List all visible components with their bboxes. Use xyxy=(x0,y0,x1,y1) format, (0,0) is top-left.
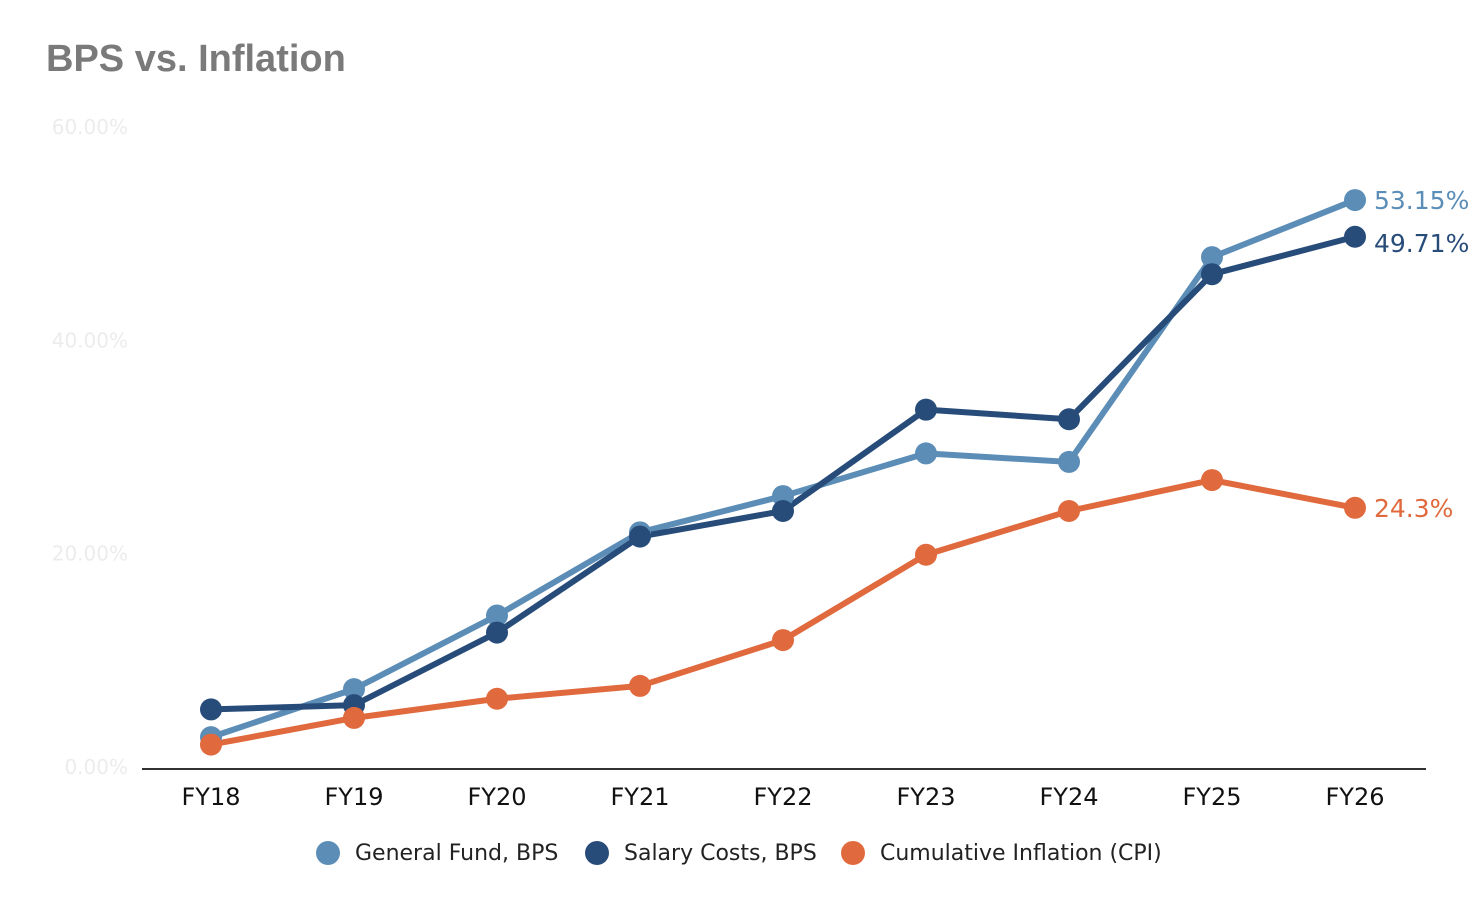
data-point xyxy=(772,500,794,522)
data-point xyxy=(915,442,937,465)
x-tick-label: FY22 xyxy=(753,783,812,811)
data-point xyxy=(915,398,937,421)
series-end-label: 24.3% xyxy=(1374,494,1453,523)
series-line xyxy=(208,197,1358,741)
data-point xyxy=(1058,500,1080,522)
data-point xyxy=(1201,263,1223,286)
series-end-label: 53.15% xyxy=(1374,186,1469,215)
legend-marker xyxy=(841,841,865,865)
legend-marker xyxy=(585,841,609,865)
legend-label: Cumulative Inflation (CPI) xyxy=(880,841,1162,866)
legend-label: Salary Costs, BPS xyxy=(624,841,817,866)
series-points xyxy=(200,189,1366,756)
data-point xyxy=(486,687,508,710)
series-end-label: 49.71% xyxy=(1374,229,1469,258)
y-tick-label: 60.00% xyxy=(52,115,128,139)
data-point xyxy=(200,733,222,756)
data-point xyxy=(629,674,651,697)
x-tick-label: FY25 xyxy=(1182,783,1241,811)
data-point xyxy=(1058,450,1080,473)
y-axis-ticks: 0.00% 20.00% 40.00% 60.00% xyxy=(52,115,128,779)
chart-title: BPS vs. Inflation xyxy=(46,38,346,80)
end-labels: 53.15% 49.71% 24.3% xyxy=(1374,186,1469,523)
legend: General Fund, BPS Salary Costs, BPS Cumula… xyxy=(316,841,1162,866)
x-tick-label: FY21 xyxy=(610,783,669,811)
x-axis-ticks: FY18 FY19 FY20 FY21 FY22 FY23 FY24 FY25 FY26 xyxy=(181,783,1384,811)
data-point xyxy=(486,604,508,627)
y-tick-label: 20.00% xyxy=(52,542,128,566)
legend-marker xyxy=(316,841,340,865)
data-point xyxy=(629,525,651,548)
data-point xyxy=(343,706,365,729)
data-point xyxy=(1201,469,1223,492)
y-tick-label: 40.00% xyxy=(52,328,128,352)
x-tick-label: FY19 xyxy=(324,783,383,811)
data-point xyxy=(915,543,937,566)
y-tick-label: 0.00% xyxy=(64,755,128,779)
legend-label: General Fund, BPS xyxy=(355,841,558,866)
data-point xyxy=(343,678,365,701)
x-tick-label: FY26 xyxy=(1325,783,1384,811)
data-point xyxy=(200,698,222,721)
data-point xyxy=(772,629,794,652)
data-point xyxy=(1344,225,1366,248)
x-tick-label: FY24 xyxy=(1039,783,1098,811)
x-tick-label: FY20 xyxy=(467,783,526,811)
data-point xyxy=(1058,408,1080,431)
data-point xyxy=(1344,496,1366,519)
data-point xyxy=(486,621,508,644)
x-tick-label: FY23 xyxy=(896,783,955,811)
data-point xyxy=(1344,189,1366,212)
data-point xyxy=(1201,246,1223,269)
x-tick-label: FY18 xyxy=(181,783,240,811)
series-lines xyxy=(208,197,1358,748)
